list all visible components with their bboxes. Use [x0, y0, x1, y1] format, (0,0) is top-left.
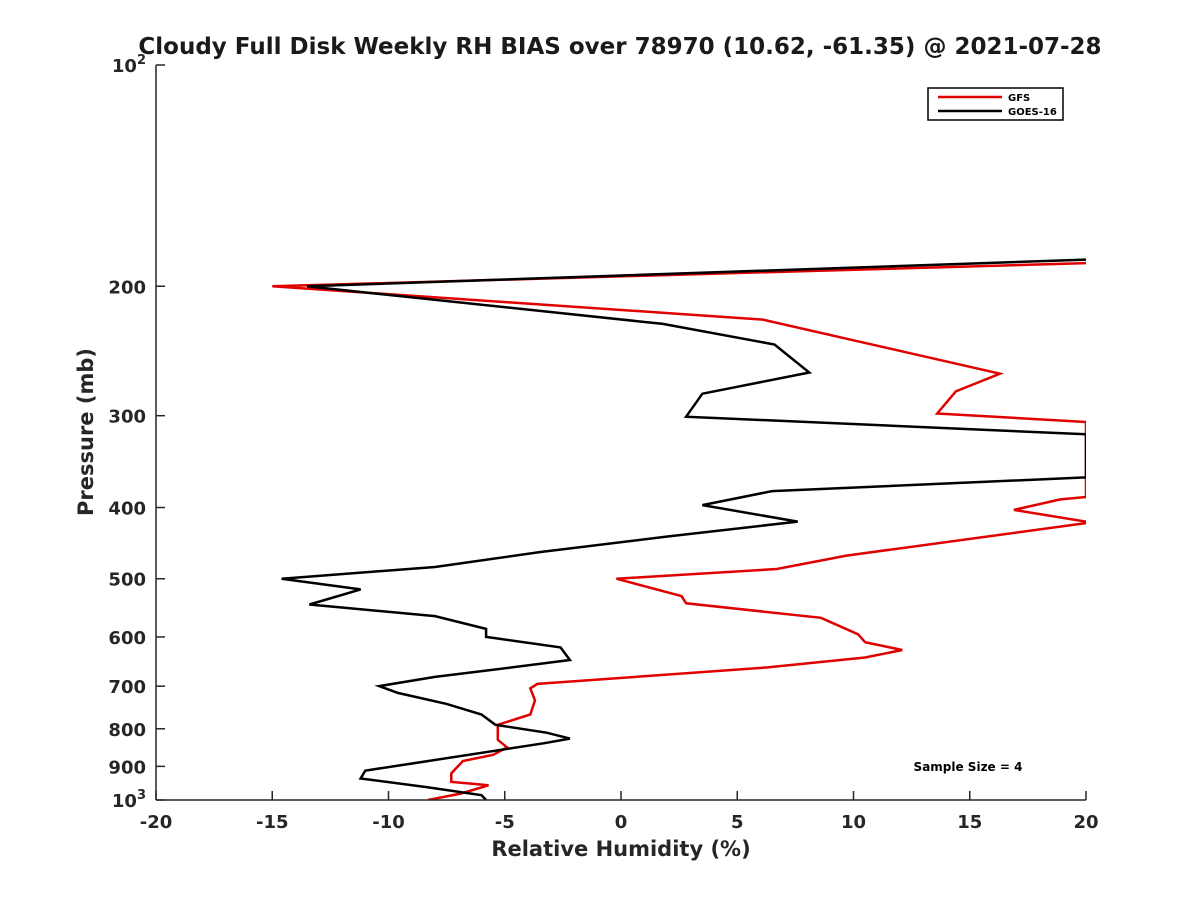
x-tick-label: 15	[957, 812, 982, 833]
y-tick-label: 900	[108, 757, 146, 778]
series-layer	[272, 258, 1086, 800]
y-tick-label: 500	[108, 570, 146, 591]
legend-box	[927, 87, 1064, 121]
y-tick-label: 800	[108, 720, 146, 741]
x-tick-label: -20	[140, 812, 173, 833]
y-axis-label: Pressure (mb)	[74, 348, 98, 516]
x-tick-label: 5	[731, 812, 744, 833]
legend: GFS GOES-16	[927, 87, 1064, 121]
y-tick-label: 300	[108, 407, 146, 428]
x-tick-label: 20	[1073, 812, 1098, 833]
y-tick-label: 102	[112, 53, 146, 77]
x-axis-label: Relative Humidity (%)	[491, 837, 750, 861]
axes-layer: -20 -15 -10 -5 0 5 10 15 20 102 200 300 400 500 600 700…	[108, 53, 1098, 833]
series-line-goes-16	[281, 258, 1086, 800]
sample-size-annotation: Sample Size = 4	[914, 760, 1023, 774]
x-tick-label: -10	[372, 812, 405, 833]
y-tick-label: 200	[108, 277, 146, 298]
x-tick-label: -15	[256, 812, 289, 833]
chart-title: Cloudy Full Disk Weekly RH BIAS over 789…	[138, 34, 1101, 60]
plot-area: -20 -15 -10 -5 0 5 10 15 20 102 200 300 400 500 600 700…	[108, 53, 1098, 833]
series-line-gfs	[272, 261, 1086, 800]
x-tick-label: -5	[495, 812, 515, 833]
y-tick-label: 600	[108, 628, 146, 649]
x-tick-label: 10	[841, 812, 866, 833]
y-tick-label: 103	[112, 788, 146, 812]
legend-label-gfs: GFS	[1008, 93, 1030, 104]
y-tick-label: 700	[108, 677, 146, 698]
x-tick-label: 0	[615, 812, 628, 833]
legend-label-goes-16: GOES-16	[1008, 107, 1057, 118]
y-tick-label: 400	[108, 499, 146, 520]
